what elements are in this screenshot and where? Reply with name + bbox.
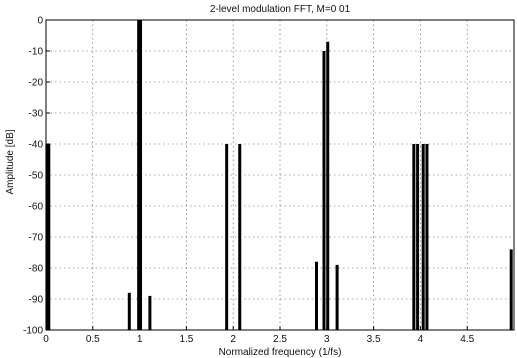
y-tick-label-6: -60: [29, 202, 44, 213]
x-tick-label-7: 3.5: [367, 334, 381, 345]
x-axis-ticks: 0 0.5 1 1.5 2 2.5 3 3.5 4 4.5: [43, 326, 475, 345]
y-tick-label-0: 0: [37, 16, 43, 27]
grid-lines: [45, 19, 514, 331]
y-tick-label-5: -50: [29, 171, 44, 182]
spectrum-bars: [45, 20, 513, 330]
y-tick-label-8: -80: [29, 264, 44, 275]
y-tick-label-2: -20: [29, 78, 44, 89]
y-tick-label-3: -30: [29, 109, 44, 120]
y-axis-ticks: 0 -10 -20 -30 -40 -50 -60 -70 -80 -90 -100: [23, 16, 50, 337]
x-tick-label-4: 2: [230, 334, 236, 345]
x-tick-label-8: 4: [418, 334, 424, 345]
x-tick-label-0: 0: [43, 334, 49, 345]
x-tick-label-5: 2.5: [273, 334, 287, 345]
x-tick-label-2: 1: [137, 334, 143, 345]
x-tick-label-9: 4.5: [460, 334, 474, 345]
y-tick-label-7: -70: [29, 233, 44, 244]
x-tick-label-3: 1.5: [179, 334, 193, 345]
x-axis-label: Normalized frequency (1/fs): [219, 347, 342, 358]
y-axis-label: Amplitude [dB]: [5, 129, 16, 194]
y-tick-label-10: -100: [23, 326, 43, 337]
y-tick-label-9: -90: [29, 295, 44, 306]
y-tick-label-1: -10: [29, 47, 44, 58]
y-tick-label-4: -40: [29, 140, 44, 151]
chart-title: 2-level modulation FFT, M=0 01: [210, 4, 351, 15]
x-tick-label-6: 3: [324, 334, 330, 345]
x-tick-label-1: 0.5: [86, 334, 100, 345]
